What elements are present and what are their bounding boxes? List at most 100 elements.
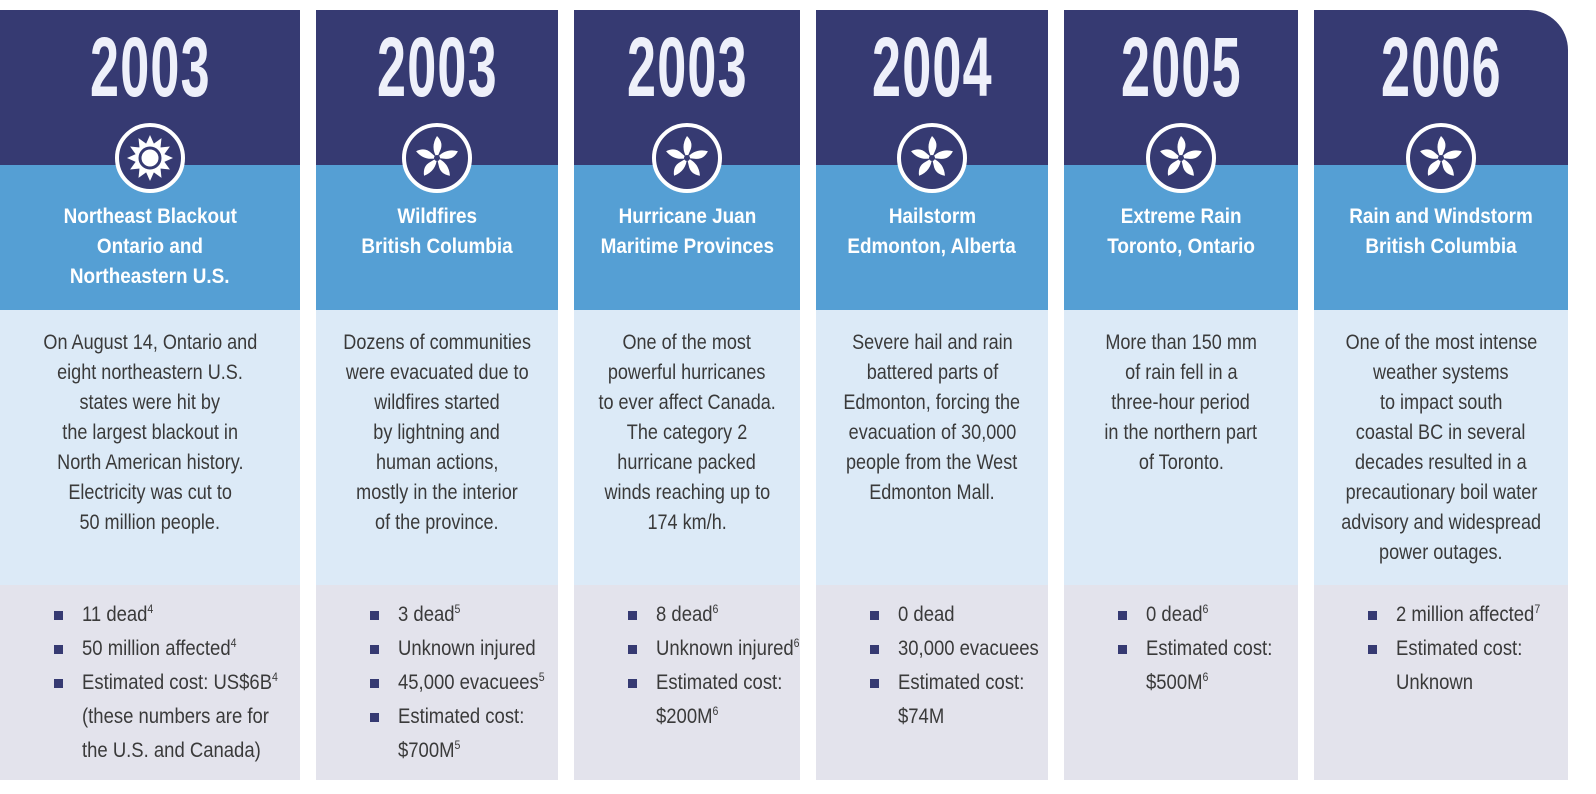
title-text: British Columbia [361,235,513,258]
description-line: On August 14, Ontario and [0,328,300,358]
description-line: human actions, [316,448,558,478]
year-text: 2003 [89,20,211,114]
description-band [816,310,1048,585]
fact-text: Unknown injured [398,637,536,660]
fact-item: 2 million affected7 [1366,598,1564,632]
title-text: Hailstorm [888,205,976,228]
icon-pinwheel [897,123,967,193]
title-line: Hurricane Juan [574,202,800,232]
year: 2003 [0,22,300,112]
description-text: Dozens of communities [343,331,531,354]
description-band [574,310,800,585]
title-text: Wildfires [397,205,477,228]
footnote-ref: 4 [230,636,237,650]
description-line: of rain fell in a [1064,358,1298,388]
description-text: three-hour period [1111,391,1251,414]
description-text: Severe hail and rain [851,331,1013,354]
description-line: powerful hurricanes [574,358,800,388]
year: 2003 [316,22,558,112]
event-description: One of the most powerful hurricanes to eve… [574,328,800,538]
description-text: were evacuated due to [345,361,529,384]
fact-item: 0 dead [868,598,1044,632]
facts-band [0,585,300,780]
year: 2003 [574,22,800,112]
description-text: to ever affect Canada. [598,391,776,414]
bullet-square [370,611,379,620]
description-band [316,310,558,585]
fact-text: Unknown [1396,671,1474,694]
footnote-ref: 6 [712,602,719,616]
description-line: by lightning and [316,418,558,448]
description-line: More than 150 mm [1064,328,1298,358]
year: 2005 [1064,22,1298,112]
fact-text: Estimated cost: [656,671,783,694]
timeline-column: 2006 Rain and Windstorm British Columbia O… [1314,10,1568,780]
description-band [0,310,300,585]
description-line: three-hour period [1064,388,1298,418]
description-line: winds reaching up to [574,478,800,508]
description-line: The category 2 [574,418,800,448]
description-text: the largest blackout in [62,421,238,444]
description-line: power outages. [1314,538,1568,568]
fact-list: 0 dead6 Estimated cost: $500M6 [1116,598,1294,700]
description-line: to ever affect Canada. [574,388,800,418]
fact-line: 45,000 evacuees5 [398,666,545,700]
description-line: hurricane packed [574,448,800,478]
fact-item: 3 dead5 [368,598,554,632]
event-title: Hailstorm Edmonton, Alberta [816,202,1048,262]
footnote-ref: 7 [1534,602,1541,616]
description-text: of the province. [375,511,499,534]
description-text: power outages. [1379,541,1503,564]
title-line: Wildfires [316,202,558,232]
description-line: One of the most intense [1314,328,1568,358]
description-text: in the northern part [1104,421,1258,444]
description-text: More than 150 mm [1105,331,1257,354]
description-line: evacuation of 30,000 [816,418,1048,448]
fact-text: 30,000 evacuees [898,637,1039,660]
fact-item: 0 dead6 [1116,598,1294,632]
bullet-square [628,679,637,688]
title-line: Ontario and [0,232,300,262]
fact-text: 2 million affected [1396,603,1535,626]
description-line: North American history. [0,448,300,478]
facts-band [816,585,1048,780]
fact-line: Estimated cost: [1146,632,1276,666]
description-text: wildfires started [374,391,500,414]
description-line: wildfires started [316,388,558,418]
fact-item: 11 dead4 [52,598,296,632]
year-text: 2004 [871,20,993,114]
description-text: precautionary boil water [1345,481,1537,504]
description-text: eight northeastern U.S. [57,361,243,384]
description-text: Edmonton Mall. [869,481,995,504]
bullet-square [370,679,379,688]
fact-line: 8 dead6 [656,598,779,632]
description-line: the largest blackout in [0,418,300,448]
icon-pinwheel [402,123,472,193]
description-text: mostly in the interior [356,481,518,504]
fact-line: Unknown [1396,666,1544,700]
description-line: of the province. [316,508,558,538]
description-text: human actions, [375,451,499,474]
description-text: of Toronto. [1138,451,1224,474]
fact-line: $74M [898,700,1026,734]
fact-text: Unknown injured [656,637,794,660]
event-icon [1404,121,1478,195]
title-text: Northeastern U.S. [70,265,230,288]
fact-text: 45,000 evacuees [398,671,539,694]
description-band [1064,310,1298,585]
fact-line: Estimated cost: [898,666,1026,700]
description-line: advisory and widespread [1314,508,1568,538]
title-line: Maritime Provinces [574,232,800,262]
title-text: Northeast Blackout [63,205,237,228]
bullet-square [870,679,879,688]
fact-text: 0 dead [898,603,955,626]
title-line: Hailstorm [816,202,1048,232]
event-description: On August 14, Ontario and eight northeast… [0,328,300,538]
fact-line: $500M6 [1146,666,1276,700]
fact-line: Estimated cost: [1396,632,1544,666]
fact-item: 30,000 evacuees [868,632,1044,666]
year: 2004 [816,22,1048,112]
event-title: Rain and Windstorm British Columbia [1314,202,1568,262]
event-title: Hurricane Juan Maritime Provinces [574,202,800,262]
